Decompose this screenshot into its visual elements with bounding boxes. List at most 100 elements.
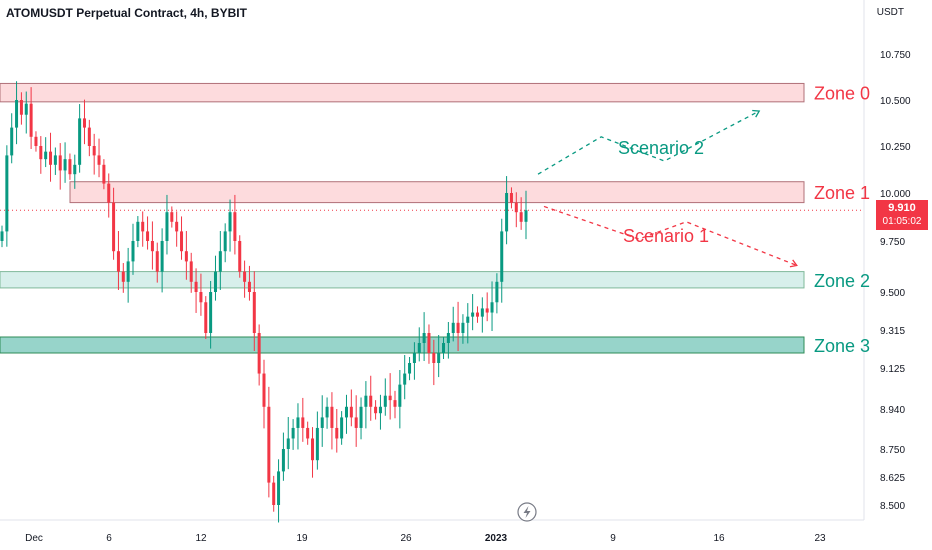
candle — [340, 411, 344, 445]
candle-body — [116, 251, 120, 272]
candle-body — [500, 231, 504, 282]
candle — [24, 91, 28, 134]
candle — [422, 312, 426, 361]
candle-body — [247, 281, 251, 292]
candle-body — [213, 271, 217, 292]
candle — [480, 297, 484, 333]
candle-body — [228, 212, 232, 232]
candle-body — [131, 241, 135, 262]
candle — [408, 357, 412, 381]
candle-body — [311, 438, 315, 461]
candle-body — [286, 438, 290, 449]
candle — [471, 294, 475, 331]
candle — [286, 417, 290, 470]
candle — [112, 187, 116, 260]
candle — [97, 138, 101, 178]
candle-body — [44, 151, 48, 160]
candle-body — [53, 155, 57, 165]
zones-layer: Zone 0 Zone 1 Zone 2 Zone 3 — [0, 82, 870, 356]
candle — [5, 145, 9, 247]
candle — [102, 159, 106, 190]
candle-body — [403, 373, 407, 385]
zone-rect-1 — [69, 181, 805, 204]
candle-body — [34, 136, 38, 146]
candle-body — [408, 363, 412, 374]
candle — [403, 355, 407, 400]
candle — [165, 194, 169, 255]
candle — [170, 206, 174, 228]
candle-body — [267, 406, 271, 483]
candle-body — [223, 231, 227, 252]
candle — [475, 306, 479, 323]
candle — [442, 337, 446, 359]
time-axis[interactable]: Dec 6 12 19 26 2023 9 16 23 — [25, 533, 826, 544]
candle-body — [301, 417, 305, 428]
candle — [247, 265, 251, 301]
candle-body — [252, 292, 256, 333]
candle-body — [218, 251, 222, 272]
lightning-icon[interactable] — [517, 502, 537, 522]
candle-body — [170, 212, 174, 222]
candle-body — [262, 373, 266, 407]
zone-rect-2 — [0, 271, 805, 289]
candle-body — [432, 353, 436, 363]
candle — [369, 375, 373, 421]
candles-layer — [0, 81, 864, 523]
candle-body — [165, 212, 169, 241]
candle — [116, 231, 120, 290]
candle-body — [146, 231, 150, 241]
candle-body — [78, 118, 82, 165]
candle-body — [58, 155, 62, 171]
candle — [330, 392, 334, 450]
candle — [160, 228, 164, 293]
y-tick-label: 8.500 — [880, 501, 905, 512]
x-tick-label: 6 — [106, 533, 112, 544]
candle — [466, 303, 470, 344]
candle-body — [209, 292, 213, 333]
y-tick-label: 8.940 — [880, 405, 905, 416]
candle-body — [388, 395, 392, 401]
candle-body — [87, 127, 91, 146]
x-tick-label: Dec — [25, 533, 43, 544]
candle-body — [19, 100, 23, 115]
zone-rect-3 — [0, 336, 805, 354]
candle — [272, 475, 276, 512]
x-tick-label: 12 — [195, 533, 207, 544]
candle — [524, 190, 528, 240]
candle — [238, 235, 242, 278]
candle-body — [417, 343, 421, 353]
candle — [189, 252, 193, 293]
candle — [180, 216, 184, 260]
candle — [184, 231, 188, 280]
candle — [383, 378, 387, 416]
candle-body — [121, 271, 125, 282]
y-tick-label: 9.125 — [880, 364, 905, 375]
candle-body — [374, 406, 378, 414]
scenario-label-2: Scenario 2 — [618, 138, 704, 158]
candle — [204, 296, 208, 339]
candle-body — [325, 406, 329, 418]
scenario-arrowhead-2 — [752, 109, 761, 118]
candle-body — [451, 322, 455, 333]
price-axis[interactable]: 10.750 10.500 10.250 10.000 9.750 9.500 9.315 9… — [880, 50, 911, 512]
candle-body — [92, 146, 96, 156]
candle-body — [427, 333, 431, 353]
candle-body — [291, 427, 295, 439]
candle-body — [364, 395, 368, 407]
candle — [451, 306, 455, 342]
candle — [509, 187, 513, 209]
candle-body — [461, 322, 465, 333]
candle — [257, 324, 261, 386]
candle — [359, 397, 363, 440]
candle-body — [378, 406, 382, 414]
last-price-badge: 9.910 01:05:02 — [876, 200, 928, 231]
candle-body — [519, 212, 523, 222]
candle — [73, 154, 77, 189]
chart-title: ATOMUSDT Perpetual Contract, 4h, BYBIT — [6, 6, 247, 20]
candle-body — [505, 193, 509, 232]
candle-body — [330, 406, 334, 428]
candle — [398, 369, 402, 429]
candle-body — [335, 427, 339, 439]
candle — [267, 386, 271, 498]
